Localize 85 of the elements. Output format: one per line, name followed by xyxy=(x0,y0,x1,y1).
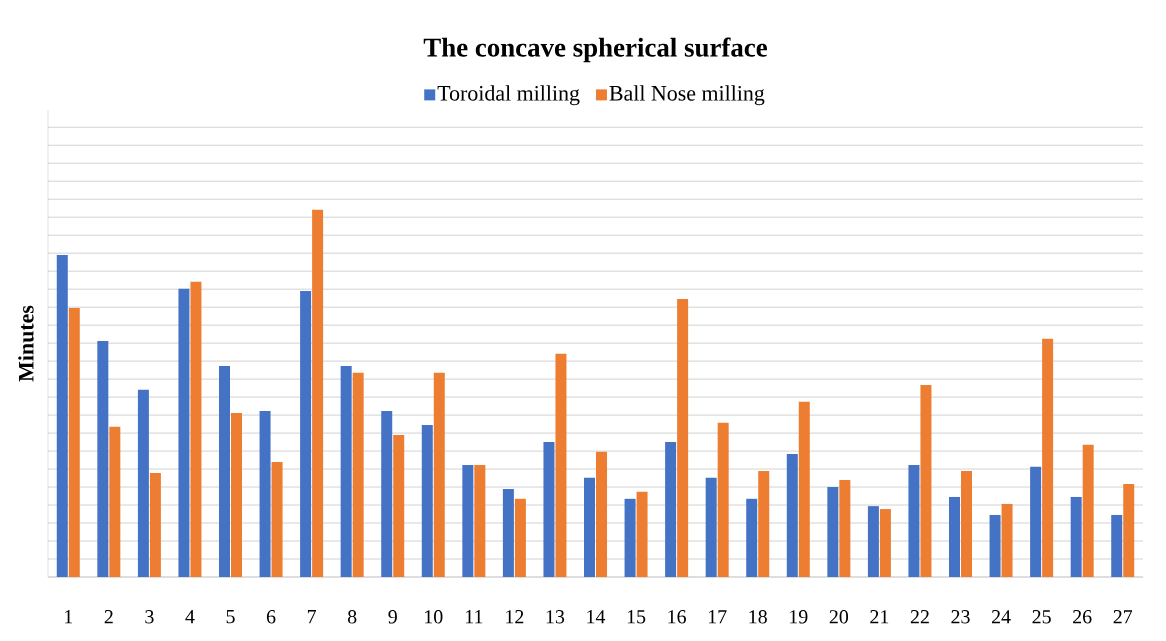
bar xyxy=(584,477,595,577)
bar xyxy=(1030,466,1042,577)
bar xyxy=(312,209,324,577)
bar xyxy=(1082,444,1094,577)
bar xyxy=(271,462,283,577)
x-tick-label: 16 xyxy=(668,610,686,624)
bar xyxy=(555,353,567,577)
bar xyxy=(381,411,393,577)
bar xyxy=(636,491,648,577)
x-tick-label: 26 xyxy=(1073,610,1092,624)
x-tick-label: 17 xyxy=(708,610,727,624)
bar xyxy=(97,340,109,577)
x-tick-label: 9 xyxy=(388,610,397,624)
bar xyxy=(949,496,961,577)
bar xyxy=(352,372,364,577)
x-tick-label: 24 xyxy=(991,610,1011,624)
x-tick-label: 20 xyxy=(829,610,849,624)
bar xyxy=(502,488,514,577)
bar xyxy=(596,451,607,577)
x-tick-label: 12 xyxy=(506,610,524,624)
chart-title: The concave spherical surface xyxy=(423,37,767,63)
bar xyxy=(1070,496,1082,577)
bar xyxy=(433,372,445,577)
x-tick-label: 10 xyxy=(425,610,443,624)
x-tick-label: 15 xyxy=(627,610,646,624)
x-tick-label: 5 xyxy=(226,610,235,624)
bar xyxy=(190,281,202,577)
bar xyxy=(149,473,161,577)
bar xyxy=(300,291,312,577)
x-tick-label: 11 xyxy=(465,610,483,624)
bar xyxy=(879,509,891,577)
bar xyxy=(109,426,121,577)
bar xyxy=(462,465,474,577)
bar xyxy=(705,477,717,577)
bar xyxy=(68,307,80,577)
bar xyxy=(827,487,839,577)
x-tick-label: 7 xyxy=(307,610,317,624)
bar xyxy=(786,454,798,577)
x-tick-label: 14 xyxy=(587,610,606,624)
bar xyxy=(961,470,973,577)
bar xyxy=(178,288,190,577)
bar xyxy=(543,441,555,577)
bar xyxy=(514,498,526,577)
x-tick-label: 25 xyxy=(1032,610,1051,624)
x-tick-label: 1 xyxy=(65,610,73,624)
bar xyxy=(1001,503,1013,577)
x-tick-label: 18 xyxy=(749,610,767,624)
bar xyxy=(1042,338,1054,577)
x-tick-label: 22 xyxy=(910,610,929,624)
legend-label: Ball Nose milling xyxy=(609,85,765,106)
bar xyxy=(219,365,230,577)
bar xyxy=(56,255,68,577)
bar xyxy=(920,384,932,577)
legend-label: Toroidal milling xyxy=(437,85,580,106)
x-tick-label: 2 xyxy=(104,610,113,624)
bar xyxy=(393,434,405,577)
x-tick-label: 8 xyxy=(347,610,357,624)
x-tick-label: 3 xyxy=(145,610,154,624)
bar xyxy=(1123,484,1135,577)
x-tick-label: 21 xyxy=(870,610,889,624)
x-tick-label: 4 xyxy=(185,610,195,624)
x-tick-label: 27 xyxy=(1113,610,1133,624)
bar xyxy=(137,389,149,577)
y-axis-title: Minutes xyxy=(18,305,34,382)
bar xyxy=(798,401,810,577)
bar xyxy=(717,422,729,577)
bar xyxy=(758,470,770,577)
x-tick-label: 6 xyxy=(266,610,276,624)
bar xyxy=(839,480,851,577)
bar xyxy=(474,465,486,577)
bar xyxy=(746,498,758,577)
bar xyxy=(908,465,920,577)
bar xyxy=(1111,514,1123,577)
bar xyxy=(867,506,879,577)
bar xyxy=(231,412,242,577)
bar xyxy=(340,365,352,577)
x-tick-label: 23 xyxy=(951,610,970,624)
bar xyxy=(421,425,433,577)
bar xyxy=(989,514,1001,577)
bar xyxy=(624,498,636,577)
bar xyxy=(665,441,677,577)
bar xyxy=(677,299,689,577)
x-tick-label: 19 xyxy=(790,610,808,624)
bar xyxy=(259,411,271,577)
x-tick-label: 13 xyxy=(546,610,565,624)
